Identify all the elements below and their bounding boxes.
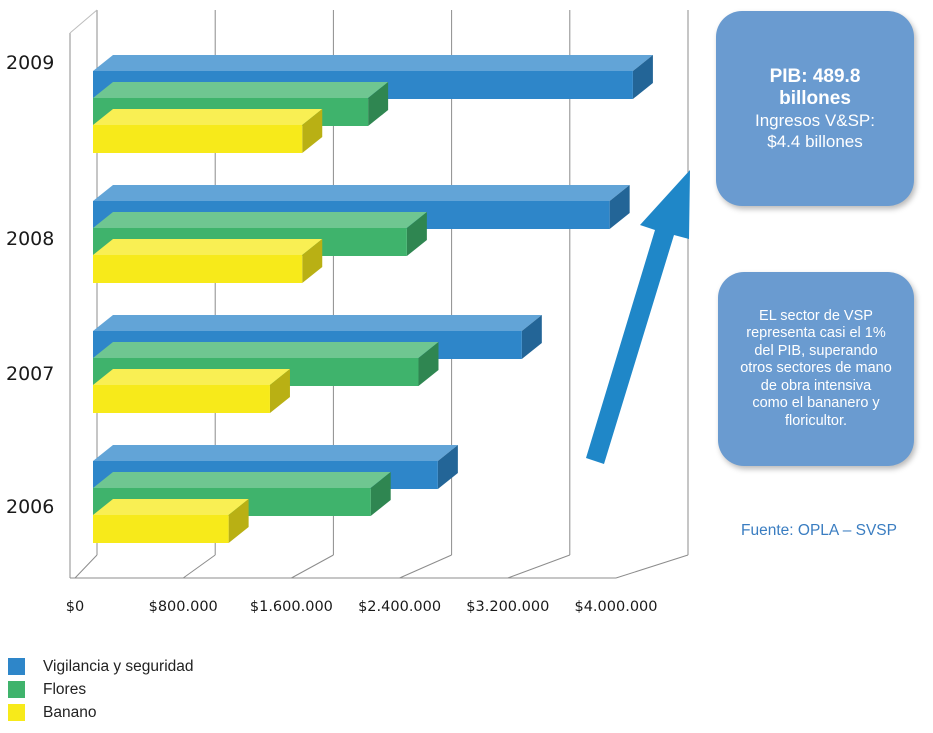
legend-label-banano: Banano — [43, 703, 97, 721]
bar-banano-2006 — [93, 499, 249, 543]
note-line: de obra intensiva — [760, 377, 872, 394]
note-line: del PIB, superando — [754, 342, 878, 359]
note-line: representa casi el 1% — [746, 325, 886, 342]
x-tick-label: $1.600.000 — [250, 599, 333, 615]
gridline-floor — [399, 554, 452, 579]
note-line: EL sector de VSP — [759, 307, 873, 324]
pib-unit-line: billones — [779, 87, 851, 109]
gridline-floor — [507, 554, 570, 579]
y-tick-label: 2007 — [6, 363, 54, 385]
note-line: otros sectores de mano — [740, 360, 892, 377]
x-tick-label: $3.200.000 — [466, 599, 549, 615]
x-tick-label: $2.400.000 — [358, 599, 441, 615]
bar-banano-2008 — [93, 239, 323, 283]
legend-item-vigilancia: Vigilancia y seguridad — [8, 655, 194, 678]
legend-label-flores: Flores — [43, 680, 87, 698]
income-value-line: $4.4 billones — [767, 131, 863, 151]
x-tick-label: $0 — [66, 599, 84, 615]
gridline-floor — [615, 554, 689, 579]
gridline-floor — [291, 554, 334, 579]
bar-chart: 2009 2008 2007 2006 $0 $800.000 $1.600.000 $2.4… — [6, 9, 689, 615]
income-label-line: Ingresos V&SP: — [754, 110, 875, 130]
y-tick-label: 2009 — [6, 52, 54, 74]
pib-callout-box: PIB: 489.8 billones Ingresos V&SP: $4.4 … — [716, 11, 914, 206]
gridline-floor — [182, 554, 216, 579]
chart-legend: Vigilancia y seguridad Flores Banano — [8, 655, 194, 724]
legend-item-banano: Banano — [8, 701, 194, 724]
gridline-floor — [74, 554, 98, 579]
legend-label-vigilancia: Vigilancia y seguridad — [43, 657, 194, 675]
x-tick-label: $4.000.000 — [574, 599, 657, 615]
x-tick-label: $800.000 — [149, 599, 218, 615]
legend-item-flores: Flores — [8, 678, 194, 701]
sector-note-box: EL sector de VSP representa casi el 1% d… — [718, 272, 914, 466]
bar-banano-2009 — [93, 109, 323, 153]
note-line: como el bananero y — [752, 395, 880, 412]
bar-banano-2007 — [93, 369, 290, 413]
legend-swatch-vigilancia — [8, 658, 25, 675]
legend-swatch-flores — [8, 681, 25, 698]
legend-swatch-banano — [8, 704, 25, 721]
side-wall-top — [69, 9, 98, 34]
source-note: Fuente: OPLA – SVSP — [741, 522, 897, 539]
y-tick-label: 2008 — [6, 228, 54, 250]
pib-value-line: PIB: 489.8 — [769, 65, 861, 87]
y-tick-label: 2006 — [6, 496, 54, 518]
note-line: floricultor. — [784, 412, 848, 429]
